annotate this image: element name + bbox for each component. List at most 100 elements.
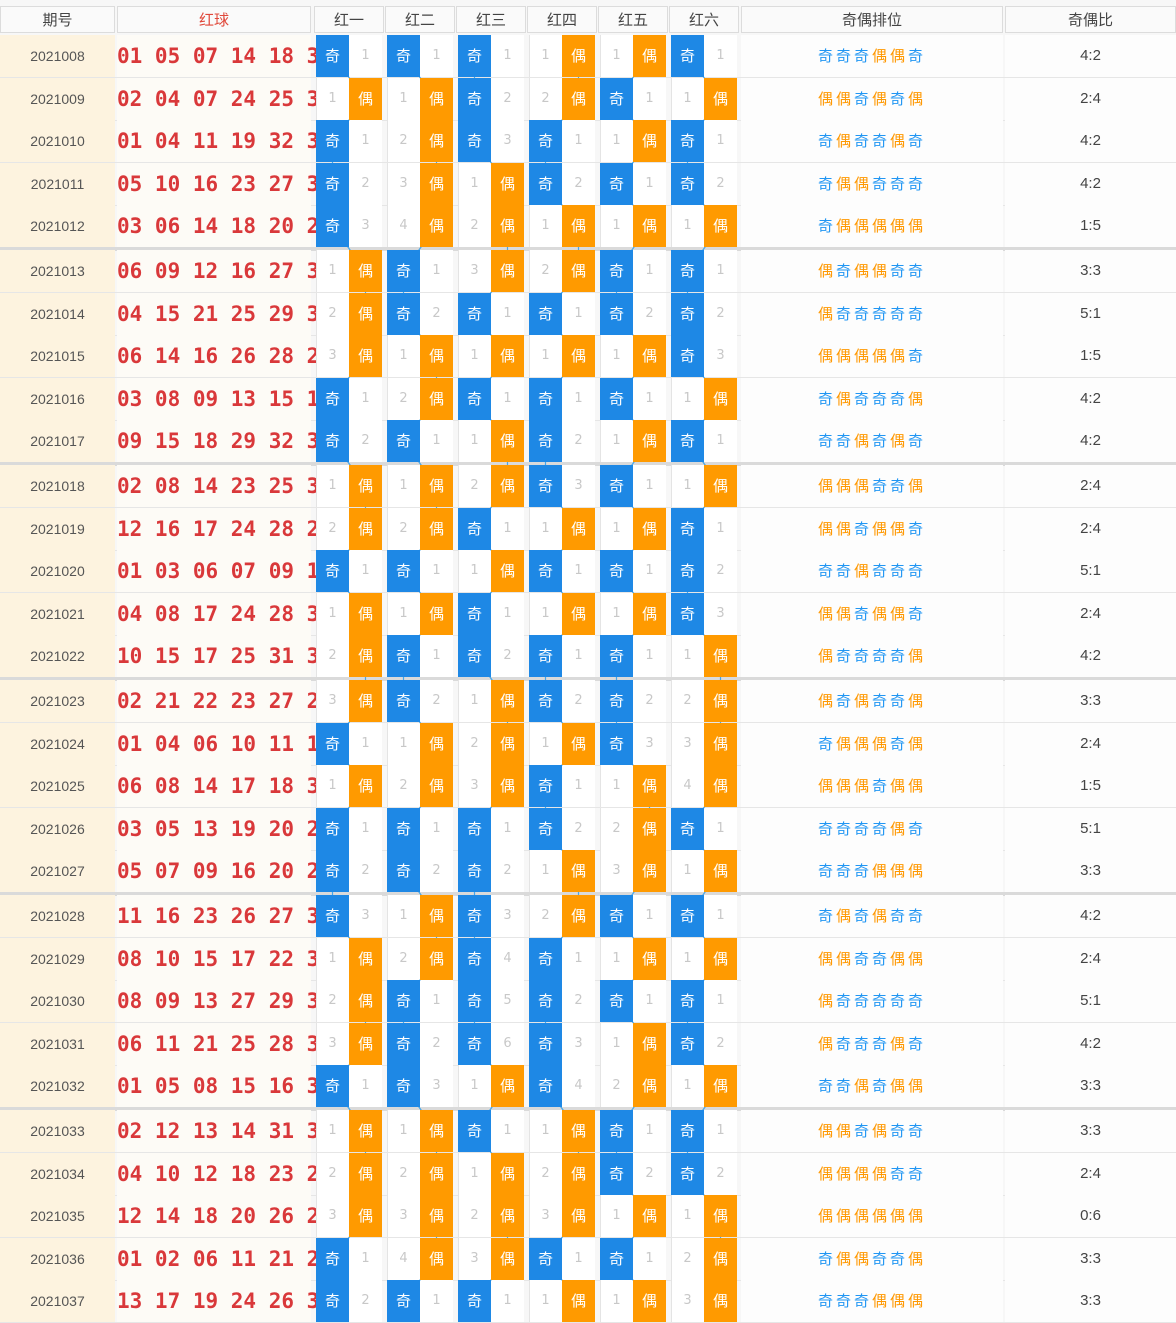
odd-marker: 奇 [671, 550, 704, 592]
ratio-cell: 1:5 [1005, 205, 1176, 247]
even-marker: 偶 [420, 765, 453, 807]
pattern-odd-char: 奇 [835, 862, 854, 880]
pattern-odd-char: 奇 [908, 605, 927, 623]
pattern-odd-char: 奇 [853, 605, 872, 623]
period-cell: 2021009 [0, 78, 115, 120]
ratio-cell: 4:2 [1005, 420, 1176, 462]
pattern-cell: 奇偶奇奇偶奇 [741, 120, 1003, 162]
even-marker: 偶 [420, 723, 453, 765]
odd-marker: 奇 [316, 120, 349, 162]
miss-count: 3 [574, 1036, 583, 1051]
header-pos-3: 红三 [456, 6, 526, 33]
miss-count: 1 [574, 563, 583, 578]
odd-marker: 奇 [529, 293, 562, 335]
even-marker: 偶 [704, 378, 737, 420]
pattern-odd-char: 奇 [872, 132, 891, 150]
odd-marker: 奇 [387, 980, 420, 1022]
even-marker: 偶 [349, 250, 382, 292]
pattern-even-char: 偶 [817, 347, 836, 365]
miss-count: 1 [503, 821, 512, 836]
odd-marker: 奇 [316, 808, 349, 850]
even-marker: 偶 [420, 335, 453, 377]
pattern-even-char: 偶 [835, 217, 854, 235]
odd-marker: 奇 [387, 680, 420, 722]
miss-count: 4 [683, 778, 692, 793]
pattern-cell: 奇偶偶偶奇偶 [741, 723, 1003, 765]
miss-count: 2 [432, 1036, 441, 1051]
miss-count: 3 [645, 736, 654, 751]
even-marker: 偶 [420, 163, 453, 205]
pattern-odd-char: 奇 [817, 432, 836, 450]
miss-count: 1 [399, 908, 408, 923]
red-balls-cell: 04 15 21 25 29 33 [117, 293, 332, 335]
pattern-even-char: 偶 [872, 907, 891, 925]
miss-count: 2 [328, 993, 337, 1008]
even-marker: 偶 [420, 508, 453, 550]
ratio-cell: 5:1 [1005, 980, 1176, 1022]
red-balls-cell: 01 02 06 11 21 26 [117, 1238, 332, 1280]
red-balls-cell: 11 16 23 26 27 33 [117, 895, 332, 937]
even-marker: 偶 [420, 120, 453, 162]
miss-count: 1 [503, 1123, 512, 1138]
pattern-cell: 奇偶偶奇奇奇 [741, 163, 1003, 205]
period-cell: 2021010 [0, 120, 115, 162]
ratio-cell: 5:1 [1005, 293, 1176, 335]
pattern-odd-char: 奇 [890, 1165, 909, 1183]
even-marker: 偶 [562, 1195, 595, 1237]
even-marker: 偶 [420, 593, 453, 635]
pattern-even-char: 偶 [853, 692, 872, 710]
miss-count: 1 [645, 563, 654, 578]
miss-count: 6 [503, 1036, 512, 1051]
pattern-odd-char: 奇 [872, 1250, 891, 1268]
pattern-even-char: 偶 [835, 907, 854, 925]
even-marker: 偶 [349, 680, 382, 722]
odd-marker: 奇 [529, 420, 562, 462]
odd-marker: 奇 [458, 980, 491, 1022]
pattern-even-char: 偶 [890, 1077, 909, 1095]
period-cell: 2021034 [0, 1153, 115, 1195]
miss-count: 2 [683, 693, 692, 708]
pattern-odd-char: 奇 [835, 432, 854, 450]
odd-marker: 奇 [600, 635, 633, 677]
pattern-odd-char: 奇 [817, 390, 836, 408]
miss-count: 2 [361, 863, 370, 878]
odd-marker: 奇 [458, 895, 491, 937]
pattern-even-char: 偶 [890, 1035, 909, 1053]
ratio-cell: 2:4 [1005, 723, 1176, 765]
miss-count: 3 [541, 1208, 550, 1223]
odd-marker: 奇 [529, 550, 562, 592]
row-divider [0, 592, 1176, 593]
pattern-odd-char: 奇 [872, 692, 891, 710]
pattern-odd-char: 奇 [890, 647, 909, 665]
pattern-even-char: 偶 [835, 1165, 854, 1183]
pattern-odd-char: 奇 [817, 735, 836, 753]
miss-count: 2 [432, 863, 441, 878]
miss-count: 1 [645, 391, 654, 406]
miss-count: 2 [716, 176, 725, 191]
pattern-odd-char: 奇 [835, 47, 854, 65]
even-marker: 偶 [704, 680, 737, 722]
period-cell: 2021036 [0, 1238, 115, 1280]
pattern-odd-char: 奇 [817, 132, 836, 150]
miss-count: 2 [716, 563, 725, 578]
miss-count: 1 [361, 1251, 370, 1266]
pattern-odd-char: 奇 [872, 647, 891, 665]
period-cell: 2021008 [0, 35, 115, 77]
pattern-even-char: 偶 [835, 777, 854, 795]
miss-count: 1 [361, 563, 370, 578]
odd-marker: 奇 [671, 293, 704, 335]
miss-count: 3 [503, 908, 512, 923]
ratio-cell: 3:3 [1005, 1110, 1176, 1152]
even-marker: 偶 [349, 938, 382, 980]
miss-count: 2 [432, 693, 441, 708]
miss-count: 2 [503, 648, 512, 663]
pattern-even-char: 偶 [853, 777, 872, 795]
miss-count: 1 [541, 736, 550, 751]
pattern-odd-char: 奇 [853, 647, 872, 665]
pattern-even-char: 偶 [872, 262, 891, 280]
miss-count: 2 [399, 778, 408, 793]
miss-count: 1 [716, 133, 725, 148]
pattern-even-char: 偶 [853, 735, 872, 753]
pattern-cell: 偶奇奇奇奇奇 [741, 293, 1003, 335]
odd-marker: 奇 [458, 120, 491, 162]
